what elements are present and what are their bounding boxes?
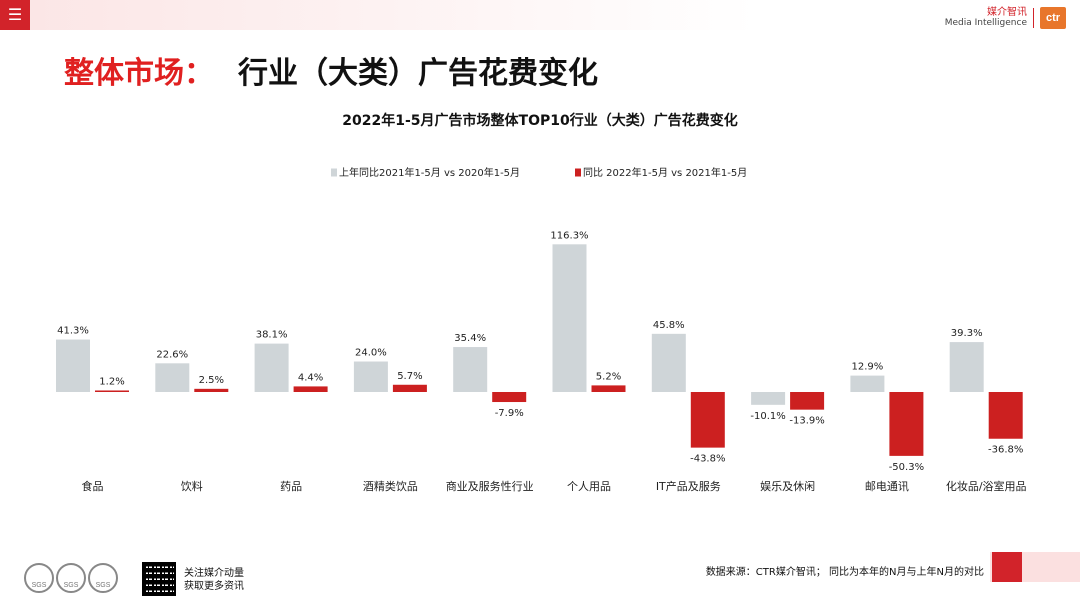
category-label-7: IT产品及服务 [656, 479, 721, 493]
bar-1-1 [56, 339, 90, 392]
data-label-2-6: 5.2% [596, 371, 621, 382]
bar-2-4 [392, 384, 427, 392]
bar-2-6 [591, 385, 626, 392]
data-label-1-7: 45.8% [653, 320, 685, 331]
hamburger-menu-icon[interactable]: ☰ [0, 0, 30, 30]
bar-1-5 [453, 347, 488, 392]
category-label-8: 娱乐及休闲 [760, 479, 815, 493]
bar-chart: 2022年1-5月广告市场整体TOP10行业（大类）广告花费变化上年同比2021… [56, 112, 1027, 493]
data-label-2-3: 4.4% [298, 372, 323, 383]
bar-1-8 [751, 392, 786, 405]
bar-2-2 [194, 388, 229, 392]
bar-2-1 [95, 390, 129, 392]
page-title: 整体市场： 行业（大类）广告花费变化 [64, 48, 598, 92]
data-label-2-7: -43.8% [690, 454, 725, 465]
data-label-2-5: -7.9% [495, 408, 524, 419]
data-label-1-10: 39.3% [951, 328, 983, 339]
data-label-2-9: -50.3% [889, 462, 924, 473]
bar-2-10 [988, 392, 1023, 439]
legend-label-1: 上年同比2021年1-5月 vs 2020年1-5月 [339, 166, 520, 179]
qr-code-icon[interactable] [142, 562, 176, 596]
legend-swatch-1 [331, 168, 337, 177]
data-label-1-2: 22.6% [156, 349, 188, 360]
bar-2-7 [690, 392, 725, 448]
page-title-rest: 行业（大类）广告花费变化 [238, 56, 598, 91]
sgs-seals: SGS SGS SGS [24, 563, 118, 593]
data-label-2-2: 2.5% [199, 375, 224, 386]
bar-1-6 [552, 244, 587, 392]
category-label-6: 个人用品 [567, 480, 611, 493]
data-label-2-4: 5.7% [397, 371, 422, 382]
sgs-seal-icon: SGS [24, 563, 54, 593]
follow-line-2: 获取更多资讯 [184, 580, 244, 592]
legend-swatch-2 [575, 168, 581, 177]
top-band [0, 0, 1080, 30]
category-label-4: 酒精类饮品 [363, 479, 418, 493]
category-label-1: 食品 [82, 479, 104, 493]
bar-1-10 [949, 342, 984, 392]
data-label-1-1: 41.3% [57, 326, 89, 337]
bar-2-9 [889, 392, 924, 456]
bar-1-4 [353, 361, 388, 392]
legend-label-2: 同比 2022年1-5月 vs 2021年1-5月 [583, 166, 747, 179]
bar-1-7 [651, 333, 686, 392]
page-title-accent: 整体市场： [64, 56, 214, 91]
logo-en: Media Intelligence [944, 17, 1027, 28]
bar-1-3 [254, 343, 289, 392]
logo-divider [1033, 8, 1034, 28]
chart-title: 2022年1-5月广告市场整体TOP10行业（大类）广告花费变化 [342, 112, 737, 129]
category-label-9: 邮电通讯 [865, 480, 909, 493]
data-label-2-1: 1.2% [99, 376, 124, 387]
follow-line-1: 关注媒介动量 [184, 568, 244, 579]
data-label-1-9: 12.9% [852, 362, 884, 373]
category-label-2: 饮料 [181, 479, 203, 493]
ctr-logo-icon: ctr [1040, 7, 1066, 29]
bar-2-3 [293, 386, 328, 392]
ctr-logo: 媒介智讯 Media Intelligence ctr [945, 7, 1066, 29]
data-label-2-10: -36.8% [988, 445, 1023, 456]
logo-cn: 媒介智讯 [987, 7, 1027, 19]
footer-accent-block [992, 552, 1022, 582]
category-label-5: 商业及服务性行业 [446, 479, 534, 493]
sgs-seal-icon: SGS [56, 563, 86, 593]
data-label-1-8: -10.1% [750, 411, 785, 422]
category-label-3: 药品 [280, 480, 302, 493]
sgs-seal-icon: SGS [88, 563, 118, 593]
data-source-note: 数据来源：CTR媒介智讯； 同比为本年的N月与上年N月的对比 [705, 567, 984, 578]
bar-2-5 [492, 392, 527, 403]
bar-1-2 [155, 363, 190, 392]
category-label-10: 化妆品/浴室用品 [946, 479, 1027, 493]
data-label-1-6: 116.3% [550, 230, 588, 241]
data-label-1-4: 24.0% [355, 348, 387, 359]
bar-1-9 [850, 375, 885, 392]
data-label-2-8: -13.9% [789, 416, 824, 427]
data-label-1-5: 35.4% [454, 333, 486, 344]
follow-text: 关注媒介动量 获取更多资讯 [184, 568, 244, 593]
bar-2-8 [790, 392, 825, 410]
data-label-1-3: 38.1% [256, 330, 288, 341]
